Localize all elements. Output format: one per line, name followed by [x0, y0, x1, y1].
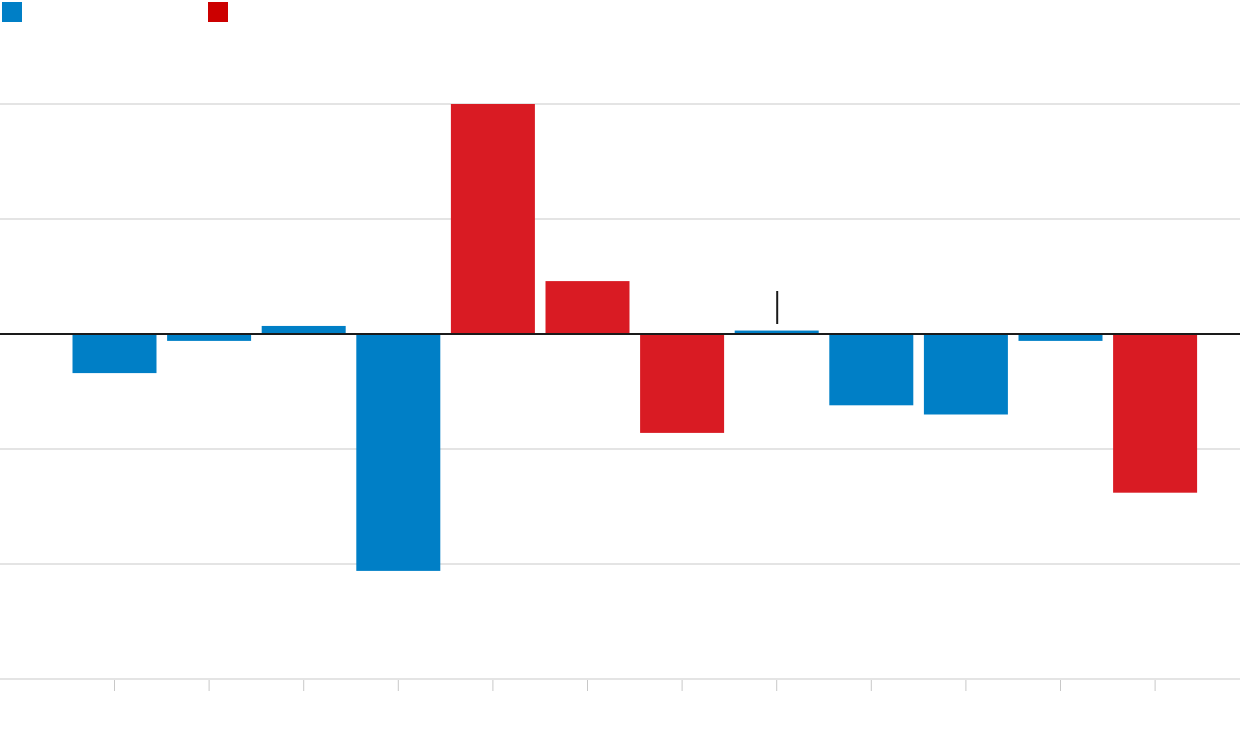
- bar-3: [356, 334, 441, 571]
- legend-swatch-red: [208, 2, 228, 22]
- bar-11: [1113, 334, 1198, 493]
- legend-entry-red: [208, 2, 234, 22]
- bar-10: [1018, 334, 1103, 341]
- legend-swatch-blue: [2, 2, 22, 22]
- bar-4: [450, 104, 535, 334]
- bar-8: [829, 334, 914, 406]
- x-axis-ticks: [114, 680, 1156, 691]
- bar-0: [72, 334, 157, 374]
- bars: [72, 104, 1198, 571]
- grid-lines: [0, 103, 1240, 680]
- bar-7: [734, 330, 819, 334]
- bar-1: [167, 334, 252, 341]
- bar-2: [261, 325, 346, 334]
- bar-6: [640, 334, 725, 433]
- bar-5: [545, 281, 630, 334]
- legend-entry-blue: [2, 2, 28, 22]
- bar-9: [923, 334, 1008, 415]
